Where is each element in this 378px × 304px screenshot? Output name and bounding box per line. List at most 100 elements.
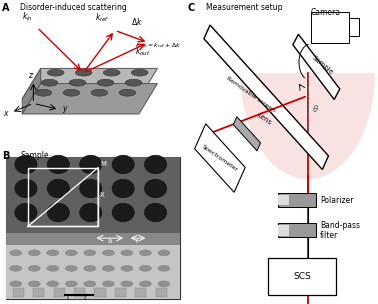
- Polygon shape: [22, 68, 157, 99]
- Ellipse shape: [69, 79, 86, 86]
- Ellipse shape: [102, 281, 115, 287]
- Text: Band-pass
filter: Band-pass filter: [320, 221, 360, 240]
- Text: Sample: Sample: [20, 150, 49, 160]
- Ellipse shape: [47, 69, 64, 76]
- Ellipse shape: [121, 265, 133, 271]
- Ellipse shape: [10, 281, 22, 287]
- Ellipse shape: [112, 179, 134, 198]
- Bar: [33, 288, 45, 297]
- Ellipse shape: [10, 265, 22, 271]
- Bar: [278, 223, 316, 237]
- Ellipse shape: [84, 250, 96, 256]
- Text: Disorder-induced scattering: Disorder-induced scattering: [20, 3, 127, 12]
- Text: l: l: [67, 295, 69, 301]
- Ellipse shape: [80, 203, 102, 222]
- Bar: [74, 288, 85, 297]
- Text: z: z: [28, 71, 32, 80]
- Text: Polarizer: Polarizer: [320, 195, 354, 205]
- Text: Camera: Camera: [311, 8, 341, 17]
- Bar: [28, 168, 98, 226]
- Bar: [278, 195, 289, 205]
- Ellipse shape: [125, 79, 142, 86]
- Ellipse shape: [121, 281, 133, 287]
- Text: Measurement setup: Measurement setup: [206, 3, 283, 12]
- Text: $k_{in}$: $k_{in}$: [22, 10, 33, 23]
- Text: y: y: [63, 104, 67, 113]
- Ellipse shape: [47, 203, 70, 222]
- Text: r: r: [136, 238, 138, 244]
- Ellipse shape: [15, 203, 37, 222]
- Text: C: C: [187, 3, 194, 13]
- Text: SCS: SCS: [293, 272, 311, 281]
- Ellipse shape: [144, 155, 167, 174]
- Ellipse shape: [139, 281, 152, 287]
- Ellipse shape: [158, 265, 170, 271]
- Bar: [233, 117, 260, 151]
- Text: x: x: [3, 109, 8, 118]
- Ellipse shape: [144, 179, 167, 198]
- Text: A: A: [2, 3, 9, 13]
- Bar: [135, 288, 146, 297]
- Ellipse shape: [144, 203, 167, 222]
- Ellipse shape: [102, 265, 115, 271]
- Text: Sample: Sample: [310, 55, 334, 76]
- Bar: [311, 12, 349, 43]
- Ellipse shape: [65, 250, 77, 256]
- Bar: [13, 288, 24, 297]
- Ellipse shape: [119, 89, 136, 96]
- Bar: [115, 288, 126, 297]
- Ellipse shape: [47, 281, 59, 287]
- Ellipse shape: [91, 89, 108, 96]
- Text: a: a: [107, 238, 112, 244]
- Ellipse shape: [112, 155, 134, 174]
- Bar: [6, 157, 180, 234]
- Ellipse shape: [97, 79, 114, 86]
- Text: Removable screen: Removable screen: [226, 75, 276, 113]
- Ellipse shape: [47, 179, 70, 198]
- Wedge shape: [240, 73, 375, 179]
- Bar: [6, 233, 180, 245]
- Bar: [156, 288, 167, 297]
- Ellipse shape: [102, 250, 115, 256]
- Ellipse shape: [65, 265, 77, 271]
- Bar: [293, 34, 340, 99]
- Ellipse shape: [131, 69, 148, 76]
- Text: B: B: [2, 150, 9, 161]
- Text: $k_{out}=k_{ref}+\Delta k$: $k_{out}=k_{ref}+\Delta k$: [135, 41, 181, 50]
- Ellipse shape: [47, 250, 59, 256]
- Ellipse shape: [80, 155, 102, 174]
- Text: $\theta$: $\theta$: [313, 103, 319, 115]
- Ellipse shape: [139, 250, 152, 256]
- Ellipse shape: [28, 250, 40, 256]
- Ellipse shape: [35, 89, 52, 96]
- Bar: [195, 124, 245, 192]
- Ellipse shape: [65, 281, 77, 287]
- Text: $k_{ref}$: $k_{ref}$: [94, 12, 109, 24]
- Ellipse shape: [158, 250, 170, 256]
- Ellipse shape: [84, 265, 96, 271]
- Ellipse shape: [63, 89, 80, 96]
- Text: X: X: [100, 192, 105, 198]
- Bar: [54, 288, 65, 297]
- Ellipse shape: [103, 69, 120, 76]
- Bar: [349, 18, 359, 36]
- Ellipse shape: [158, 281, 170, 287]
- Ellipse shape: [80, 179, 102, 198]
- Polygon shape: [22, 68, 41, 114]
- Bar: [94, 288, 105, 297]
- Polygon shape: [22, 84, 157, 114]
- Ellipse shape: [47, 155, 70, 174]
- Bar: [268, 258, 336, 295]
- Bar: [278, 193, 316, 207]
- Ellipse shape: [75, 69, 92, 76]
- Text: M: M: [100, 161, 106, 167]
- Ellipse shape: [15, 179, 37, 198]
- Bar: [204, 25, 328, 170]
- Text: t: t: [83, 295, 86, 301]
- Text: Lens: Lens: [256, 112, 273, 126]
- Ellipse shape: [15, 155, 37, 174]
- Ellipse shape: [112, 203, 134, 222]
- Ellipse shape: [28, 265, 40, 271]
- Text: Spectrometer: Spectrometer: [201, 144, 239, 172]
- Ellipse shape: [121, 250, 133, 256]
